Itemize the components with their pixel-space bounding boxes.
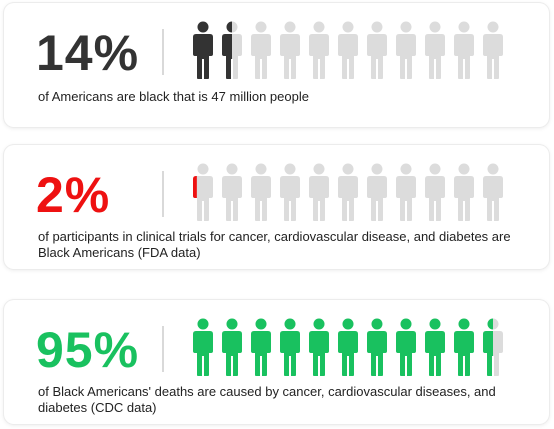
person-icon: [483, 318, 503, 376]
person-icon: [396, 163, 416, 221]
person-icon: [425, 21, 445, 79]
divider: [162, 326, 164, 372]
percentage-value: 14%: [36, 25, 140, 81]
person-icon-row: [192, 21, 516, 83]
person-icon: [251, 318, 271, 376]
person-icon: [367, 318, 387, 376]
person-icon: [454, 163, 474, 221]
stat-card-black-population: 14% of Americans are black that is 47 mi…: [4, 3, 549, 127]
person-icon: [483, 163, 503, 221]
person-icon-row: [192, 163, 516, 225]
person-icon: [222, 318, 242, 376]
person-icon: [396, 21, 416, 79]
person-icon: [193, 21, 213, 79]
person-icon: [251, 21, 271, 79]
percentage-value: 2%: [36, 167, 111, 223]
stat-description: of Black Americans' deaths are caused by…: [38, 384, 496, 415]
divider: [162, 171, 164, 217]
person-icon: [309, 318, 329, 376]
person-icon: [309, 163, 329, 221]
stat-description: of participants in clinical trials for c…: [38, 229, 511, 260]
person-icon: [367, 163, 387, 221]
person-icon: [338, 318, 358, 376]
person-icon: [222, 163, 242, 221]
person-icon: [280, 21, 300, 79]
person-icon: [251, 163, 271, 221]
person-icon: [396, 318, 416, 376]
person-icon: [425, 318, 445, 376]
person-icon: [193, 318, 213, 376]
person-icon: [338, 163, 358, 221]
person-icon: [280, 318, 300, 376]
percentage-value: 95%: [36, 322, 140, 378]
person-icon: [309, 21, 329, 79]
person-icon: [425, 163, 445, 221]
divider: [162, 29, 164, 75]
stat-description: of Americans are black that is 47 millio…: [38, 89, 309, 104]
person-icon: [454, 318, 474, 376]
person-icon: [222, 21, 242, 79]
person-icon: [483, 21, 503, 79]
stat-card-death-causes: 95% of Black Americans' deaths are cause…: [4, 300, 549, 424]
person-icon: [454, 21, 474, 79]
stat-card-clinical-trials: 2% of participants in clinical trials fo…: [4, 145, 549, 269]
person-icon: [193, 163, 213, 221]
person-icon: [280, 163, 300, 221]
person-icon-row: [192, 318, 516, 380]
person-icon: [367, 21, 387, 79]
person-icon: [338, 21, 358, 79]
